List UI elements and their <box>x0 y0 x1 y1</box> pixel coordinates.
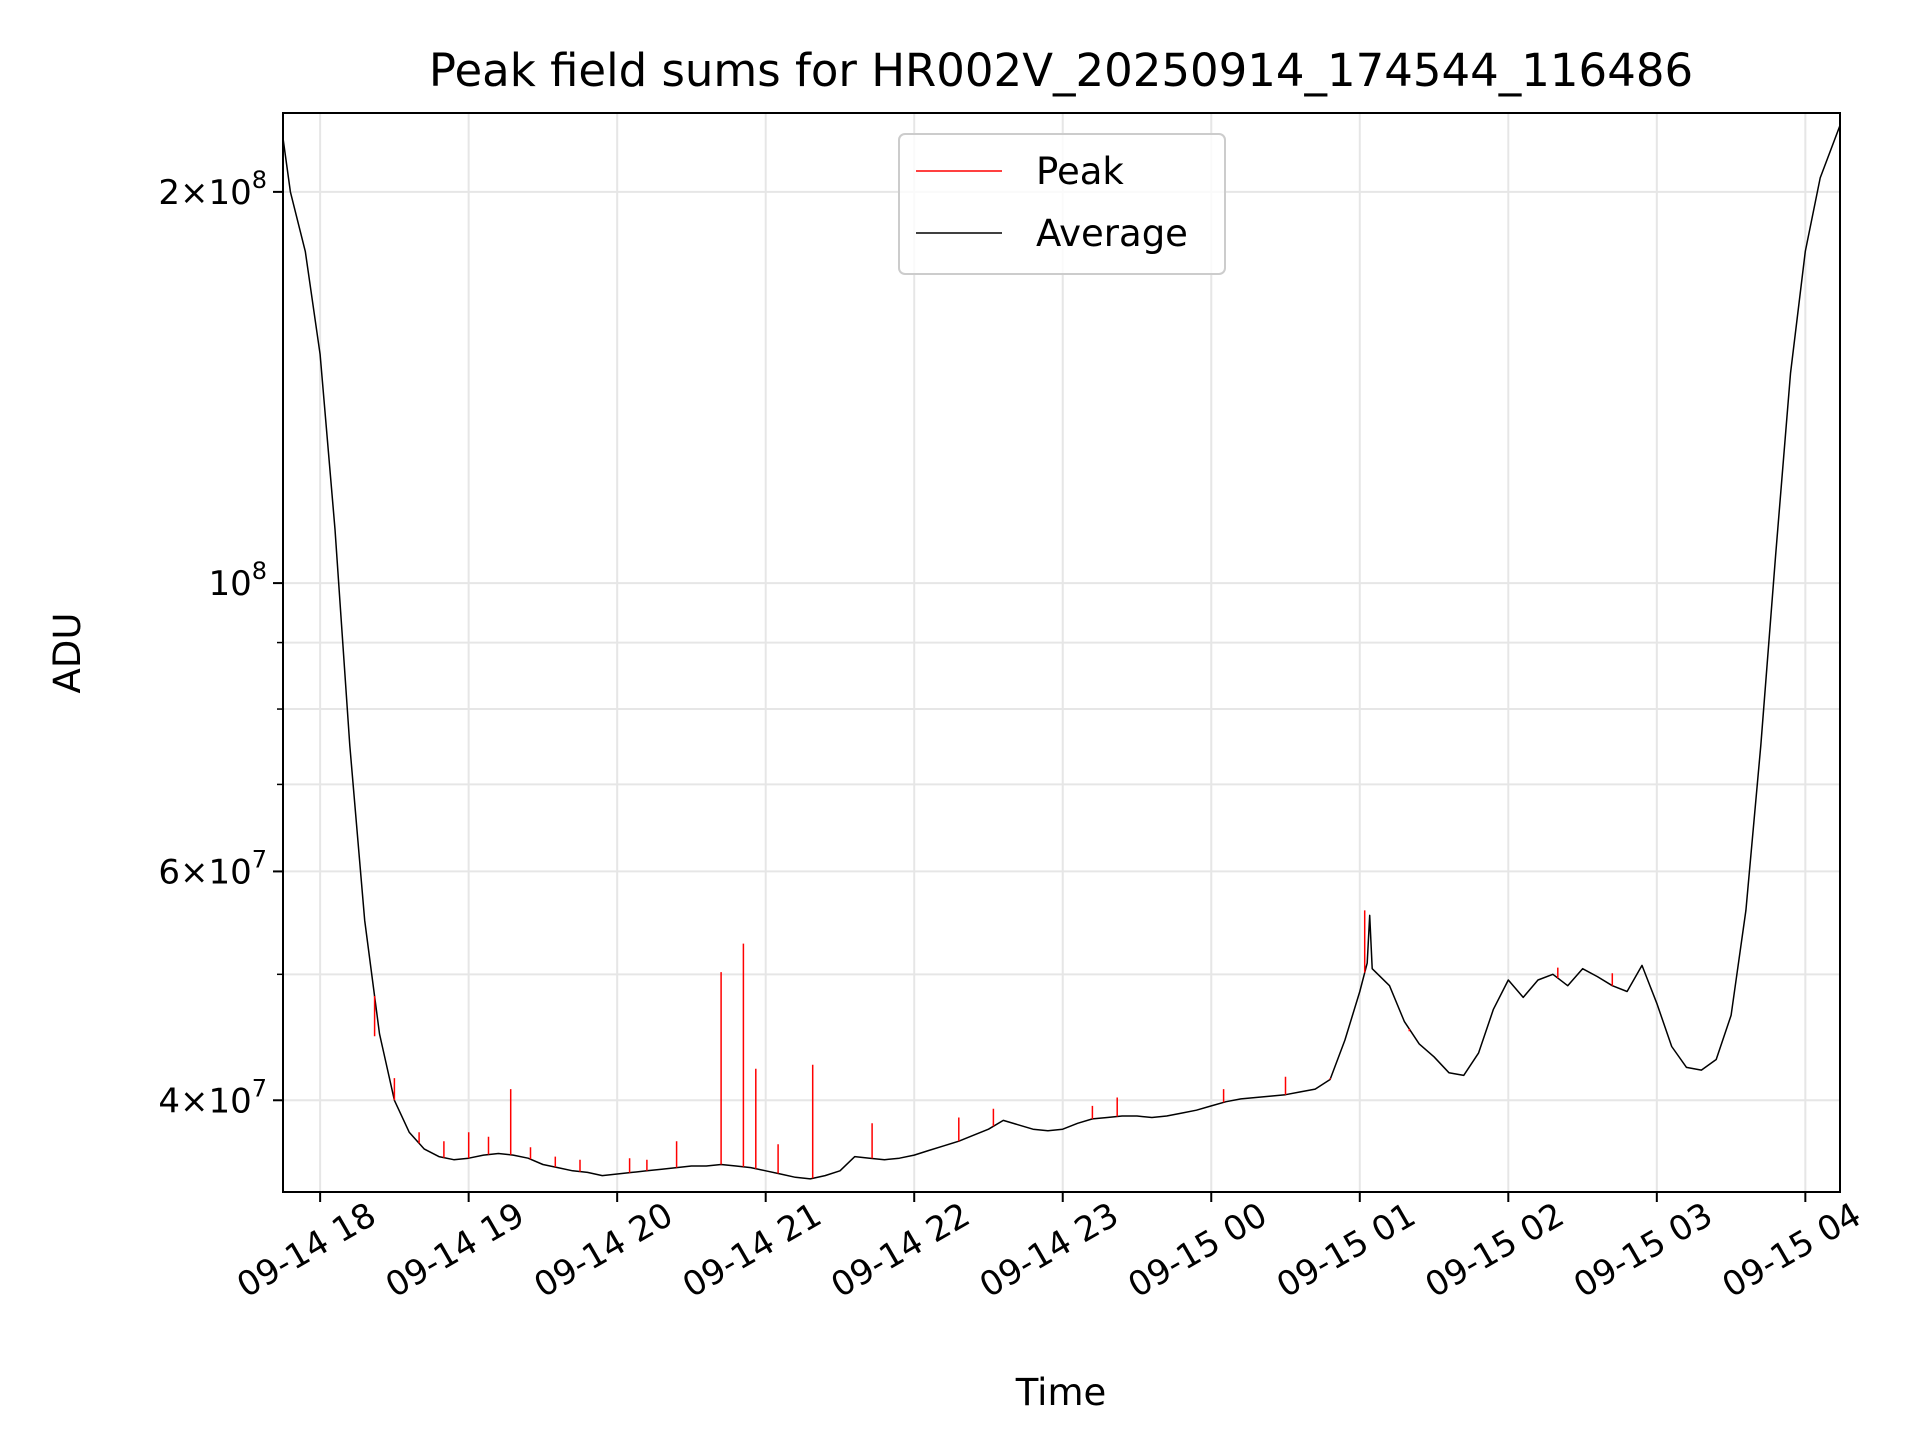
y-tick-exponent: 7 <box>252 845 267 873</box>
y-tick-multiplier: × <box>180 173 209 213</box>
plot-area <box>283 113 1840 1192</box>
peak-line <box>373 910 1614 1179</box>
peak-series <box>373 910 1614 1179</box>
y-tick-exponent: 8 <box>252 557 267 585</box>
average-line <box>282 125 1841 1180</box>
x-axis-label: Time <box>1015 1371 1107 1414</box>
y-tick-base: 10 <box>208 564 251 604</box>
y-tick-exponent: 8 <box>252 166 267 194</box>
y-tick-base: 10 <box>208 1081 251 1121</box>
y-tick-mantissa: 2 <box>158 173 180 213</box>
chart-title: Peak field sums for HR002V_20250914_1745… <box>429 44 1693 97</box>
y-tick-exponent: 7 <box>252 1074 267 1102</box>
y-tick-base: 10 <box>208 852 251 892</box>
y-tick-multiplier: × <box>180 1081 209 1121</box>
legend-average-label: Average <box>1036 212 1188 255</box>
y-tick-base: 10 <box>208 173 251 213</box>
y-tick-mantissa: 6 <box>158 852 180 892</box>
y-tick-label: 108 <box>208 557 267 604</box>
y-tick-mantissa: 4 <box>158 1081 180 1121</box>
legend-peak-label: Peak <box>1036 150 1124 193</box>
y-tick-label: 6×107 <box>158 845 267 892</box>
legend: Peak Average <box>898 133 1226 275</box>
y-axis-label: ADU <box>46 613 89 694</box>
plot-frame <box>282 112 1841 1193</box>
y-tick-multiplier: × <box>180 852 209 892</box>
y-tick-label: 2×108 <box>158 166 267 213</box>
legend-box <box>898 133 1226 275</box>
average-series <box>282 125 1841 1180</box>
y-tick-label: 4×107 <box>158 1074 267 1121</box>
